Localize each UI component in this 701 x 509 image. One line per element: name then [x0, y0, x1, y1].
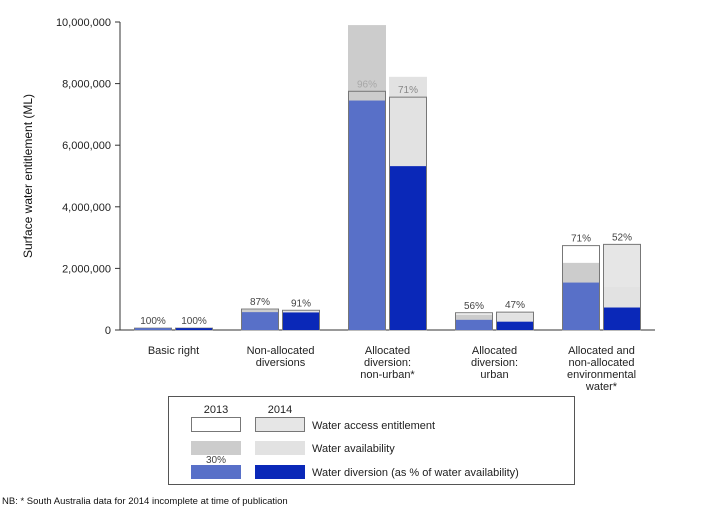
y-tick-label: 10,000,000	[56, 17, 111, 29]
category-label-line: Non-allocated	[247, 345, 315, 357]
y-tick-label: 0	[105, 325, 111, 337]
legend-swatch-entitlement-2013	[191, 417, 241, 432]
bar-diversion-2014	[176, 328, 212, 330]
pct-label-2014: 47%	[505, 300, 525, 311]
bar-diversion-2013	[563, 282, 599, 330]
legend-entry-availability: Water availability	[312, 443, 395, 455]
bar-diversion-2013	[242, 312, 278, 330]
y-tick-label: 6,000,000	[62, 140, 111, 152]
bar-diversion-2014	[390, 166, 426, 330]
pct-label-2013: 87%	[250, 297, 270, 308]
pct-label-2013: 100%	[140, 316, 166, 327]
category-label-line: water*	[585, 381, 618, 393]
bar-diversion-2014	[604, 307, 640, 330]
pct-label-2013: 71%	[571, 234, 591, 245]
category-label-line: Allocated	[472, 345, 517, 357]
pct-label-2013: 56%	[464, 301, 484, 312]
bar-diversion-2013	[349, 100, 385, 330]
bars: 100% 100% 87% 91% 96% 71% 56% 47% 71% 52%	[134, 25, 641, 331]
pct-label-2014: 91%	[291, 298, 311, 309]
category-label-line: environmental	[567, 369, 636, 381]
y-axis-label: Surface water entitlement (ML)	[21, 94, 35, 258]
category-label-line: non-urban*	[360, 369, 415, 381]
legend-year-2013: 2013	[204, 404, 228, 416]
legend-swatch-availability-2014	[255, 441, 305, 455]
bar-diversion-2014	[497, 321, 533, 330]
legend: 2013 2014 Water access entitlement Water av…	[168, 396, 575, 485]
legend-entry-diversion: Water diversion (as % of water availabil…	[312, 467, 519, 479]
legend-swatch-diversion-2013	[191, 465, 241, 479]
category-label-line: urban	[480, 369, 508, 381]
category-label: Basic right	[148, 345, 199, 357]
category-label-line: Allocated and	[568, 345, 635, 357]
legend-swatch-availability-2013	[191, 441, 241, 455]
category-labels: Basic right Non-allocated diversions Alloca…	[148, 345, 636, 393]
category-label: Allocated diversion: urban	[471, 345, 518, 381]
legend-swatch-entitlement-2014	[255, 417, 305, 432]
category-label: Allocated and non-allocated environmental w…	[567, 345, 636, 393]
legend-example-pct: 30%	[206, 455, 226, 466]
category-label-line: diversion:	[471, 357, 518, 369]
category-label-line: diversion:	[364, 357, 411, 369]
category-label: Allocated diversion: non-urban*	[360, 345, 415, 381]
category-label-line: Basic right	[148, 345, 199, 357]
bar-diversion-2014	[283, 312, 319, 330]
bar-diversion-2013	[456, 319, 492, 330]
bar-diversion-2013	[135, 328, 171, 330]
category-label: Non-allocated diversions	[247, 345, 315, 369]
category-label-line: diversions	[256, 357, 306, 369]
pct-label-2014: 52%	[612, 232, 632, 243]
legend-year-2014: 2014	[268, 404, 292, 416]
y-tick-label: 8,000,000	[62, 79, 111, 91]
legend-entry-entitlement: Water access entitlement	[312, 420, 435, 432]
y-tick-label: 2,000,000	[62, 263, 111, 275]
category-label-line: non-allocated	[568, 357, 634, 369]
y-tick-label: 4,000,000	[62, 202, 111, 214]
footnote: NB: * South Australia data for 2014 inco…	[2, 496, 288, 507]
pct-label-2014: 100%	[181, 316, 207, 327]
category-label-line: Allocated	[365, 345, 410, 357]
pct-label-2014: 71%	[398, 85, 418, 96]
pct-label-2013: 96%	[357, 79, 377, 90]
legend-swatch-diversion-2014	[255, 465, 305, 479]
